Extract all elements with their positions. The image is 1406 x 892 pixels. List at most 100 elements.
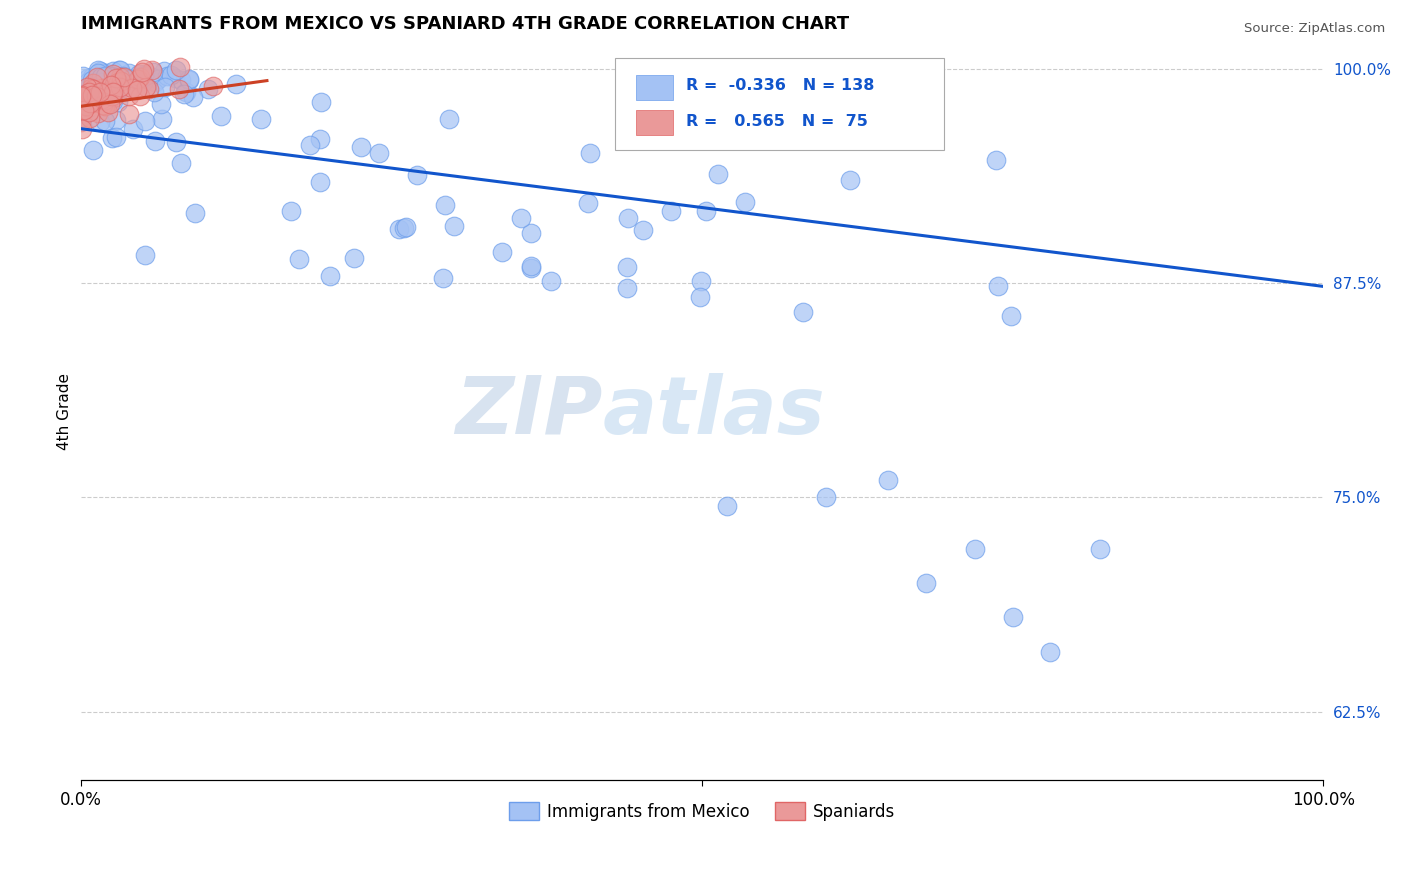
Point [367, 146, 389, 161]
Point [79, 88, 101, 103]
Point [76, 79, 98, 94]
Point [395, 219, 418, 234]
Point [94, 87, 117, 101]
Point [120, 71, 142, 86]
Point [110, 70, 132, 84]
Point [128, 67, 150, 81]
Point [134, 114, 156, 128]
Point [617, 211, 640, 225]
Point [439, 112, 461, 127]
Point [142, 65, 165, 79]
Point [169, 73, 191, 87]
Point [87, 66, 110, 80]
Point [129, 70, 152, 85]
Point [96, 66, 118, 80]
Point [91, 81, 114, 95]
Point [160, 68, 183, 82]
Point [388, 222, 411, 236]
Point [80, 82, 103, 96]
Point [80, 89, 103, 103]
Point [636, 128, 658, 142]
Point [94, 98, 117, 112]
Point [165, 135, 187, 149]
Point [142, 85, 165, 99]
Point [89, 95, 111, 110]
Point [152, 64, 174, 78]
Point [309, 95, 332, 109]
Point [84, 84, 107, 98]
Point [103, 84, 125, 98]
Point [132, 69, 155, 83]
Point [83, 95, 105, 110]
Point [87, 67, 110, 81]
Point [89, 85, 111, 99]
Point [209, 109, 232, 123]
Point [101, 89, 124, 103]
Point [89, 63, 111, 78]
Point [69, 88, 91, 103]
Point [96, 89, 118, 103]
Point [97, 93, 120, 107]
Point [91, 98, 114, 112]
Point [132, 75, 155, 89]
Point [101, 131, 124, 145]
Point [965, 541, 987, 556]
Text: R =  -0.336   N = 138: R = -0.336 N = 138 [686, 78, 875, 93]
Point [690, 274, 713, 288]
Point [108, 70, 131, 85]
Point [101, 85, 124, 99]
Point [101, 63, 124, 78]
Point [734, 194, 756, 209]
Point [108, 80, 131, 95]
Point [100, 78, 122, 93]
Point [105, 71, 128, 86]
Point [80, 70, 103, 85]
Point [75, 99, 97, 113]
Text: ZIP: ZIP [456, 373, 603, 450]
Point [146, 71, 169, 86]
Point [987, 278, 1010, 293]
Point [127, 76, 149, 90]
Point [107, 63, 129, 78]
Point [82, 82, 104, 96]
Point [121, 81, 143, 95]
Point [165, 62, 187, 77]
Point [100, 69, 122, 83]
Text: R =   0.565   N =  75: R = 0.565 N = 75 [686, 114, 868, 129]
Point [93, 93, 115, 107]
Point [73, 91, 96, 105]
Point [82, 95, 104, 110]
Point [184, 206, 207, 220]
Point [792, 305, 814, 319]
Point [108, 62, 131, 77]
Point [156, 69, 179, 83]
Point [225, 77, 247, 91]
Point [576, 196, 599, 211]
Point [107, 95, 129, 109]
Point [82, 143, 104, 157]
Point [118, 66, 141, 80]
Point [97, 95, 120, 110]
Text: IMMIGRANTS FROM MEXICO VS SPANIARD 4TH GRADE CORRELATION CHART: IMMIGRANTS FROM MEXICO VS SPANIARD 4TH G… [80, 15, 849, 33]
Point [519, 260, 541, 274]
Point [318, 268, 340, 283]
FancyBboxPatch shape [636, 110, 673, 135]
Point [117, 82, 139, 96]
Point [616, 281, 638, 295]
Point [631, 223, 654, 237]
Point [491, 244, 513, 259]
Point [394, 221, 416, 235]
Point [179, 73, 201, 87]
Legend: Immigrants from Mexico, Spaniards: Immigrants from Mexico, Spaniards [502, 796, 901, 827]
Y-axis label: 4th Grade: 4th Grade [58, 373, 72, 450]
Point [89, 115, 111, 129]
Point [141, 70, 163, 84]
Point [308, 132, 330, 146]
Point [72, 70, 94, 84]
Point [173, 87, 195, 102]
Point [434, 198, 457, 212]
Point [149, 96, 172, 111]
Point [1039, 645, 1062, 659]
Point [103, 71, 125, 86]
Point [96, 74, 118, 88]
